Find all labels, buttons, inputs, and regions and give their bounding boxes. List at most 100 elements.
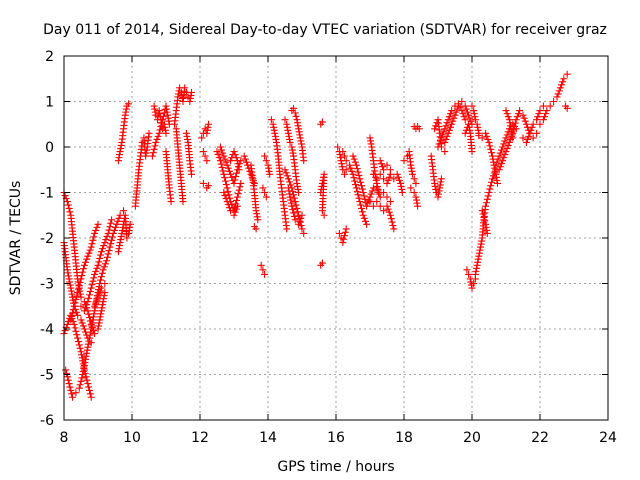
data-point: [69, 309, 76, 317]
data-point: [300, 157, 308, 165]
data-point: [68, 312, 76, 320]
data-point: [162, 129, 170, 137]
data-point: [87, 328, 95, 336]
data-point: [219, 149, 227, 157]
data-point: [61, 327, 69, 335]
data-point: [449, 117, 457, 125]
data-point: [525, 132, 533, 140]
data-point: [376, 170, 384, 178]
data-point: [488, 175, 496, 183]
data-point: [231, 176, 239, 184]
data-point: [225, 191, 233, 199]
data-point: [494, 155, 502, 163]
data-point: [96, 313, 104, 321]
data-point: [63, 266, 71, 274]
data-point: [73, 331, 81, 339]
data-point: [163, 108, 171, 116]
data-point: [86, 386, 93, 394]
data-point: [154, 132, 162, 140]
data-point: [93, 292, 101, 300]
data-point: [493, 176, 501, 184]
data-point: [91, 330, 99, 338]
data-point: [444, 116, 452, 124]
data-point: [446, 123, 454, 131]
data-point: [512, 116, 520, 124]
data-point: [84, 340, 92, 348]
data-point: [407, 161, 415, 169]
data-point: [76, 344, 84, 352]
data-point: [520, 114, 528, 122]
data-point: [67, 386, 75, 394]
data-point: [466, 114, 474, 122]
data-point: [66, 383, 74, 391]
data-point: [221, 192, 229, 200]
data-point: [159, 116, 167, 124]
data-point: [514, 110, 522, 118]
data-point: [117, 145, 125, 153]
data-point: [294, 122, 302, 130]
data-point: [271, 132, 279, 140]
data-point: [64, 201, 72, 209]
data-point: [289, 149, 297, 157]
data-point: [294, 208, 302, 216]
data-point: [471, 116, 479, 124]
data-point: [142, 149, 150, 157]
data-point: [126, 223, 134, 231]
data-point: [231, 208, 239, 216]
data-point: [92, 298, 100, 306]
data-point: [516, 107, 524, 115]
data-point: [115, 245, 123, 253]
data-point: [524, 135, 532, 143]
data-point: [82, 355, 90, 363]
data-point: [491, 169, 499, 177]
data-point: [104, 250, 112, 258]
data-point: [163, 105, 171, 113]
data-point: [293, 179, 301, 187]
data-point: [295, 220, 303, 228]
data-point: [114, 157, 122, 165]
data-point: [74, 334, 82, 342]
data-point: [294, 185, 302, 193]
data-point: [262, 157, 270, 165]
data-point: [478, 207, 486, 215]
data-point: [259, 266, 267, 274]
data-point: [83, 346, 91, 354]
data-point: [341, 228, 349, 236]
data-point: [115, 154, 123, 162]
data-point: [499, 157, 507, 165]
data-point: [351, 177, 359, 185]
data-point: [441, 125, 449, 133]
data-point: [470, 110, 478, 118]
data-point: [434, 193, 442, 201]
data-point: [297, 137, 305, 145]
data-point: [98, 304, 106, 312]
data-point: [78, 319, 86, 327]
y-tick-label: -4: [40, 322, 54, 338]
data-point: [87, 393, 95, 401]
data-point: [356, 198, 364, 206]
data-point: [232, 173, 240, 181]
data-point: [86, 291, 93, 299]
data-point: [270, 123, 278, 131]
data-point: [350, 155, 358, 163]
data-point: [253, 213, 261, 221]
data-point: [77, 348, 85, 356]
data-point: [85, 249, 93, 257]
data-point: [88, 240, 96, 248]
data-point: [407, 184, 415, 192]
data-point: [352, 184, 360, 192]
data-point: [360, 192, 368, 200]
data-point: [446, 110, 454, 118]
data-point: [112, 223, 120, 231]
data-point: [298, 225, 306, 233]
data-point: [488, 152, 496, 160]
data-point: [285, 187, 293, 195]
data-point: [231, 151, 239, 159]
data-point: [352, 181, 360, 189]
data-point: [450, 114, 458, 122]
data-point: [90, 274, 98, 282]
data-point: [483, 132, 491, 140]
data-point: [70, 320, 78, 328]
data-point: [152, 138, 160, 146]
